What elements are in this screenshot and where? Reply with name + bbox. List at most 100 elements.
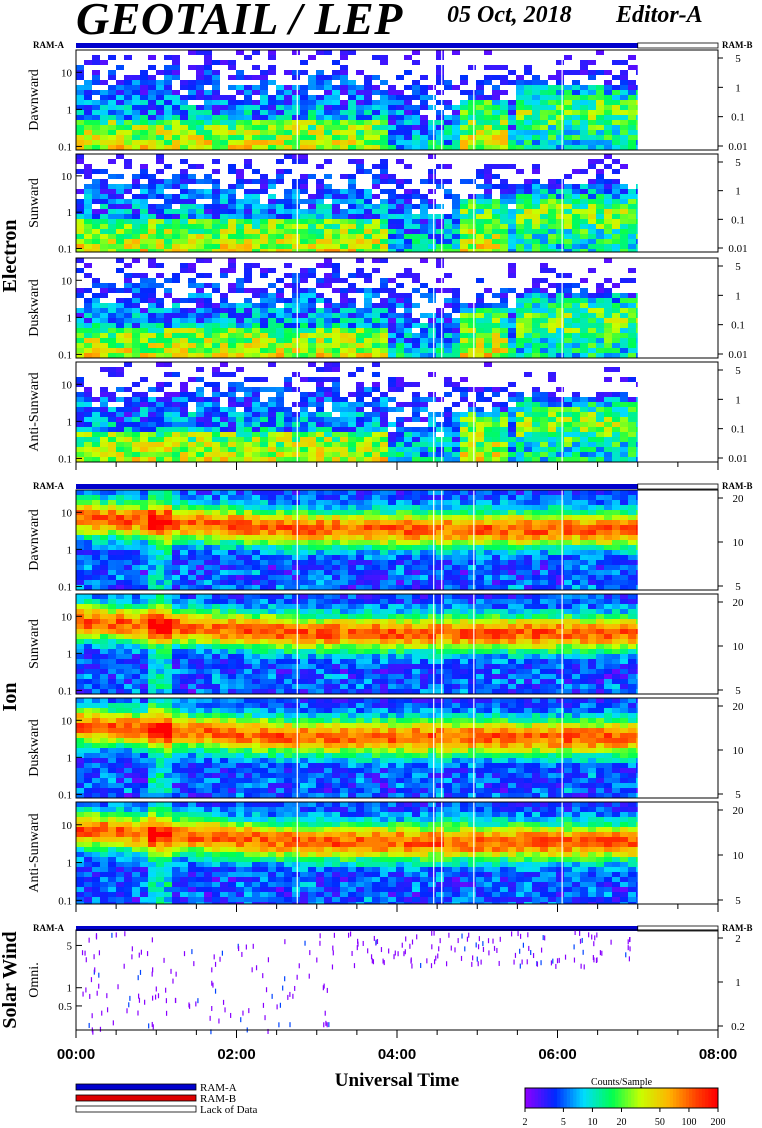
heatmap-cell: [380, 189, 388, 194]
heatmap-cell: [124, 575, 132, 580]
heatmap-cell: [420, 442, 428, 447]
heatmap-cell: [580, 105, 588, 110]
right-tick-label: 1: [735, 394, 741, 406]
heatmap-cell: [612, 338, 620, 343]
heatmap-cell: [308, 293, 316, 298]
heatmap-cell: [348, 308, 356, 313]
heatmap-cell: [508, 135, 516, 140]
heatmap-cell: [564, 432, 572, 437]
heatmap-cell: [108, 490, 116, 495]
heatmap-cell: [100, 303, 108, 308]
heatmap-cell: [404, 100, 412, 105]
heatmap-cell: [540, 328, 548, 333]
heatmap-cell: [580, 452, 588, 457]
heatmap-cell: [108, 407, 116, 412]
heatmap-cell: [228, 333, 236, 338]
heatmap-cell: [500, 164, 508, 169]
heatmap-cell: [444, 318, 452, 323]
heatmap-cell: [548, 323, 556, 328]
heatmap-cell: [276, 239, 284, 244]
heatmap-cell: [220, 313, 228, 318]
heatmap-cell: [388, 120, 396, 125]
heatmap-cell: [124, 427, 132, 432]
heatmap-cell: [604, 417, 612, 422]
heatmap-cell: [348, 323, 356, 328]
heatmap-cell: [76, 318, 84, 323]
heatmap-cell: [292, 495, 300, 500]
heatmap-cell: [476, 169, 484, 174]
heatmap-cell: [500, 442, 508, 447]
heatmap-cell: [156, 412, 164, 417]
heatmap-cell: [84, 500, 92, 505]
heatmap-cell: [444, 135, 452, 140]
heatmap-cell: [220, 224, 228, 229]
heatmap-cell: [76, 239, 84, 244]
heatmap-cell: [308, 85, 316, 90]
heatmap-cell: [292, 239, 300, 244]
heatmap-cell: [404, 95, 412, 100]
heatmap-cell: [348, 515, 356, 520]
heatmap-cell: [380, 323, 388, 328]
heatmap-cell: [556, 140, 564, 145]
heatmap-cell: [476, 249, 484, 252]
heatmap-cell: [236, 105, 244, 110]
heatmap-cell: [100, 397, 108, 402]
heatmap-cell: [148, 530, 156, 535]
heatmap-cell: [516, 313, 524, 318]
heatmap-cell: [484, 313, 492, 318]
heatmap-cell: [380, 234, 388, 239]
heatmap-cell: [252, 580, 260, 585]
heatmap-cell: [564, 199, 572, 204]
heatmap-cell: [212, 283, 220, 288]
heatmap-cell: [436, 234, 444, 239]
heatmap-cell: [636, 338, 638, 343]
heatmap-cell: [556, 115, 564, 120]
heatmap-cell: [460, 422, 468, 427]
heatmap-cell: [452, 234, 460, 239]
left-tick-label: 1: [67, 416, 73, 428]
heatmap-cell: [140, 234, 148, 239]
heatmap-cell: [180, 510, 188, 515]
heatmap-cell: [484, 224, 492, 229]
heatmap-cell: [212, 303, 220, 308]
heatmap-cell: [332, 427, 340, 432]
heatmap-cell: [404, 70, 412, 75]
heatmap-cell: [84, 234, 92, 239]
heatmap-cell: [348, 135, 356, 140]
heatmap-cell: [228, 382, 236, 387]
heatmap-cell: [284, 110, 292, 115]
heatmap-cell: [148, 105, 156, 110]
heatmap-cell: [92, 55, 100, 60]
heatmap-cell: [388, 387, 396, 392]
heatmap-cell: [188, 308, 196, 313]
heatmap-cell: [156, 90, 164, 95]
heatmap-cell: [588, 105, 596, 110]
heatmap-cell: [500, 199, 508, 204]
heatmap-cell: [196, 209, 204, 214]
heatmap-cell: [332, 387, 340, 392]
heatmap-cell: [132, 249, 140, 252]
heatmap-cell: [340, 417, 348, 422]
heatmap-cell: [156, 110, 164, 115]
heatmap-cell: [348, 457, 356, 462]
heatmap-cell: [172, 540, 180, 545]
heatmap-cell: [260, 550, 268, 555]
heatmap-cell: [340, 565, 348, 570]
heatmap-cell: [236, 140, 244, 145]
heatmap-cell: [516, 110, 524, 115]
heatmap-cell: [364, 90, 372, 95]
heatmap-cell: [284, 308, 292, 313]
heatmap-cell: [636, 65, 638, 70]
heatmap-cell: [452, 328, 460, 333]
heatmap-cell: [124, 298, 132, 303]
heatmap-cell: [340, 115, 348, 120]
heatmap-cell: [308, 125, 316, 130]
heatmap-cell: [228, 387, 236, 392]
heatmap-cell: [292, 125, 300, 130]
heatmap-cell: [564, 338, 572, 343]
heatmap-cell: [316, 298, 324, 303]
heatmap-cell: [476, 219, 484, 224]
heatmap-cell: [612, 457, 620, 462]
heatmap-cell: [612, 85, 620, 90]
heatmap-cell: [140, 95, 148, 100]
